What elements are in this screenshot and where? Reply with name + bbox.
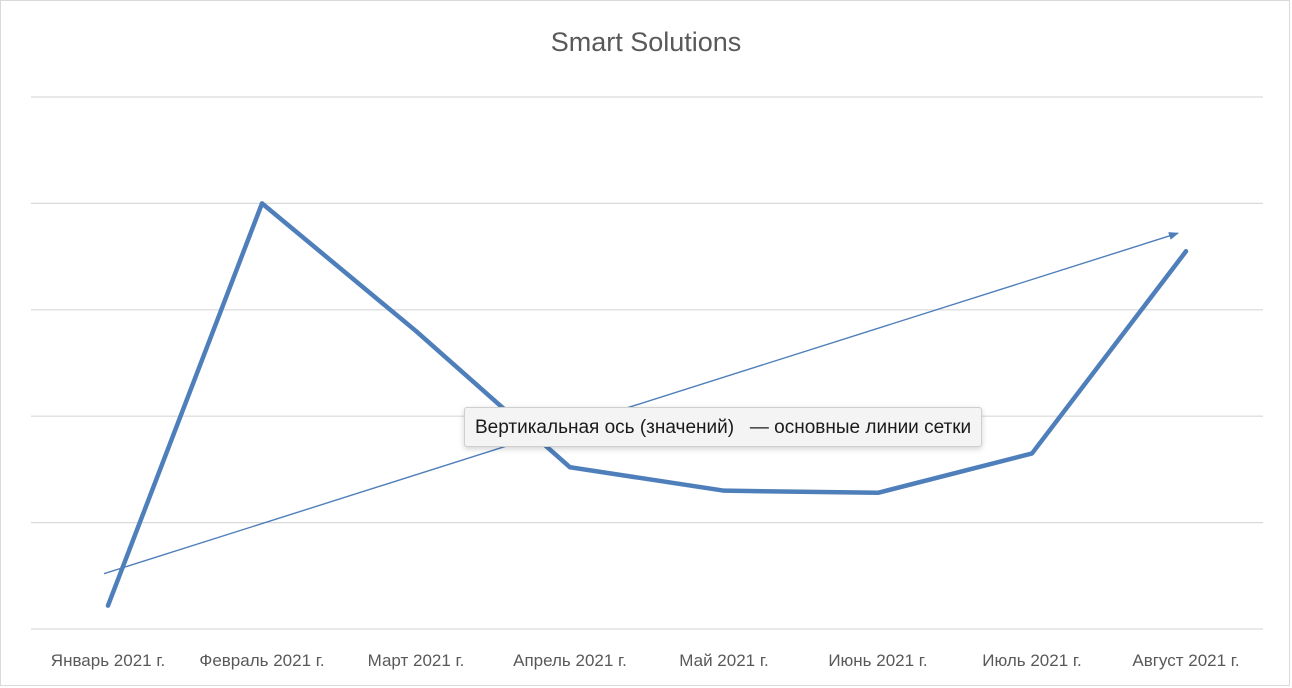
data-point[interactable] [1030, 451, 1034, 456]
x-tick-label: Май 2021 г. [679, 651, 768, 670]
x-tick-label: Февраль 2021 г. [199, 651, 324, 670]
chart-title[interactable]: Smart Solutions [550, 27, 742, 57]
x-axis-labels: Январь 2021 г. Февраль 2021 г. Март 2021 г… [51, 651, 1240, 670]
x-tick-label: Июль 2021 г. [982, 651, 1082, 670]
data-point[interactable] [876, 490, 880, 495]
gridline-tooltip: Вертикальная ось (значений) — основные л… [464, 407, 983, 447]
x-tick-label: Июнь 2021 г. [828, 651, 927, 670]
series-line[interactable] [105, 201, 1189, 608]
trendline-group [103, 232, 1179, 575]
data-point[interactable] [260, 201, 264, 206]
data-point[interactable] [106, 603, 110, 608]
data-point[interactable] [722, 488, 726, 493]
x-tick-label: Март 2021 г. [368, 651, 465, 670]
data-point[interactable] [568, 465, 572, 470]
x-tick-label: Январь 2021 г. [51, 651, 165, 670]
trendline[interactable] [103, 232, 1179, 575]
x-tick-label: Август 2021 г. [1132, 651, 1239, 670]
data-point[interactable] [414, 329, 418, 334]
data-point[interactable] [1184, 249, 1188, 254]
x-tick-label: Апрель 2021 г. [513, 651, 627, 670]
series-group [105, 201, 1189, 608]
gridlines [31, 96, 1263, 630]
